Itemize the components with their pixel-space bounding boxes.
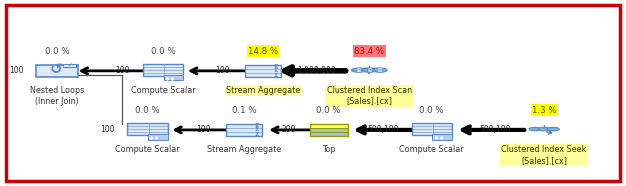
Text: Clustered Index Scan
[Sales].[cx]: Clustered Index Scan [Sales].[cx] [327, 86, 412, 106]
Text: ↺: ↺ [49, 62, 62, 77]
Text: Clustered Index Seek
[Sales].[cx]: Clustered Index Seek [Sales].[cx] [501, 145, 587, 165]
Text: ⊞: ⊞ [378, 68, 382, 73]
Text: Σ: Σ [255, 123, 259, 128]
Text: 0.1 %: 0.1 % [232, 106, 257, 115]
Text: 1,000,000: 1,000,000 [297, 66, 336, 75]
Text: 0.0 %: 0.0 % [44, 46, 69, 56]
Circle shape [529, 127, 541, 131]
Circle shape [362, 68, 376, 72]
Text: Compute Scalar: Compute Scalar [399, 145, 464, 154]
Text: Σ: Σ [274, 64, 278, 69]
Text: Σ: Σ [255, 127, 259, 132]
Text: Σ: Σ [274, 68, 278, 73]
Text: 200: 200 [281, 125, 295, 134]
Text: Compute Scalar: Compute Scalar [131, 86, 195, 95]
Text: Top: Top [322, 145, 336, 154]
Circle shape [351, 68, 366, 72]
Text: Nested Loops
(Inner Join): Nested Loops (Inner Join) [30, 86, 84, 106]
Circle shape [372, 68, 387, 72]
Text: 0.0 %: 0.0 % [316, 106, 341, 115]
Text: 100: 100 [215, 66, 230, 75]
Circle shape [547, 127, 559, 131]
Text: ⊞: ⊞ [367, 68, 371, 73]
Circle shape [538, 127, 550, 131]
Text: 100: 100 [115, 66, 130, 75]
Text: 0.0 %: 0.0 % [135, 106, 160, 115]
FancyBboxPatch shape [36, 65, 78, 77]
Text: 500,100: 500,100 [480, 125, 511, 134]
Bar [310, 128, 347, 132]
Text: Stream Aggregate: Stream Aggregate [226, 86, 300, 95]
Text: 500,100: 500,100 [367, 125, 399, 134]
Text: 100: 100 [100, 125, 115, 134]
FancyBboxPatch shape [433, 134, 452, 140]
Text: 100: 100 [197, 125, 211, 134]
Text: 0.0 %: 0.0 % [419, 106, 444, 115]
Bar [310, 124, 347, 128]
FancyBboxPatch shape [164, 75, 183, 81]
Text: 83.4 %: 83.4 % [354, 46, 384, 56]
FancyBboxPatch shape [227, 124, 262, 136]
Bar [310, 132, 347, 136]
Text: Compute Scalar: Compute Scalar [115, 145, 180, 154]
Text: ⊞: ⊞ [356, 68, 361, 73]
FancyBboxPatch shape [148, 134, 168, 140]
FancyBboxPatch shape [411, 123, 452, 135]
Text: 0.0 %: 0.0 % [151, 46, 175, 56]
Text: 14.8 %: 14.8 % [248, 46, 278, 56]
Text: 100: 100 [9, 66, 24, 75]
FancyBboxPatch shape [245, 65, 281, 77]
Text: ✓: ✓ [67, 62, 72, 68]
Text: 1.3 %: 1.3 % [532, 106, 557, 115]
FancyBboxPatch shape [63, 64, 76, 67]
Text: Stream Aggregate: Stream Aggregate [207, 145, 282, 154]
Text: Σ: Σ [274, 73, 278, 78]
FancyBboxPatch shape [143, 64, 183, 76]
FancyBboxPatch shape [127, 123, 168, 135]
Text: Σ: Σ [255, 132, 259, 137]
